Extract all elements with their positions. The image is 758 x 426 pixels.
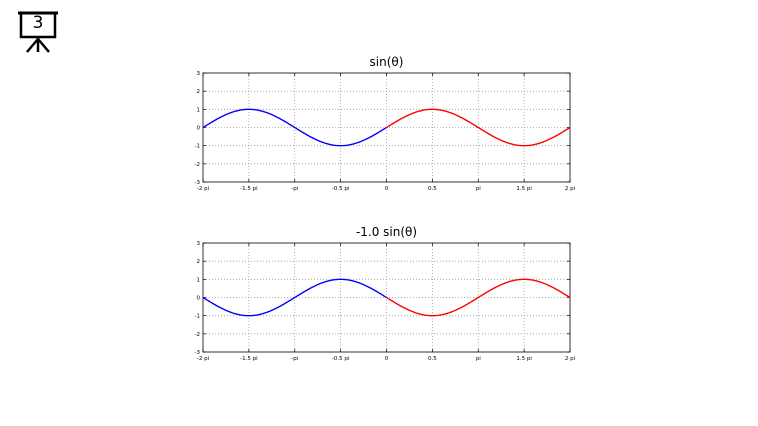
x-tick-label: -2 pi: [197, 186, 210, 192]
x-tick-label: -1.5 pi: [240, 186, 258, 192]
chart-title: -1.0 sin(θ): [356, 225, 417, 239]
y-tick-label: 0: [197, 126, 201, 132]
x-tick-label: pi: [476, 356, 481, 362]
y-tick-label: 2: [197, 259, 201, 265]
x-tick-label: 2 pi: [565, 186, 576, 192]
series-line: [386, 108, 571, 147]
y-tick-label: 3: [197, 241, 201, 247]
x-tick-label: 1.5 pi: [516, 186, 532, 192]
x-tick-label: 0: [385, 186, 389, 192]
x-tick-label: 0.5: [428, 356, 437, 362]
x-tick-label: 2 pi: [565, 356, 576, 362]
y-tick-label: 3: [197, 71, 201, 77]
y-tick-label: -3: [195, 350, 201, 356]
chart-title: sin(θ): [370, 55, 404, 69]
x-tick-label: -pi: [291, 356, 298, 362]
slide-number: 3: [32, 13, 44, 33]
y-tick-label: 0: [197, 296, 201, 302]
x-tick-label: pi: [476, 186, 481, 192]
x-tick-label: -1.5 pi: [240, 356, 258, 362]
y-tick-label: 2: [197, 89, 201, 95]
series-line: [202, 278, 387, 317]
x-tick-label: -0.5 pi: [332, 356, 350, 362]
series-line: [202, 108, 387, 147]
y-tick-label: -1: [195, 144, 200, 150]
x-tick-label: 0.5: [428, 186, 437, 192]
x-tick-label: -0.5 pi: [332, 186, 350, 192]
y-tick-label: 1: [197, 107, 201, 113]
y-tick-label: 1: [197, 277, 201, 283]
y-tick-label: -2: [195, 162, 200, 168]
x-tick-label: -2 pi: [197, 356, 210, 362]
y-tick-label: -2: [195, 332, 200, 338]
y-tick-label: -3: [195, 180, 201, 186]
x-tick-label: -pi: [291, 186, 298, 192]
x-tick-label: 0: [385, 356, 389, 362]
presentation-board-icon: [18, 11, 58, 53]
series-line: [386, 278, 571, 317]
y-tick-label: -1: [195, 314, 200, 320]
x-tick-label: 1.5 pi: [516, 356, 532, 362]
